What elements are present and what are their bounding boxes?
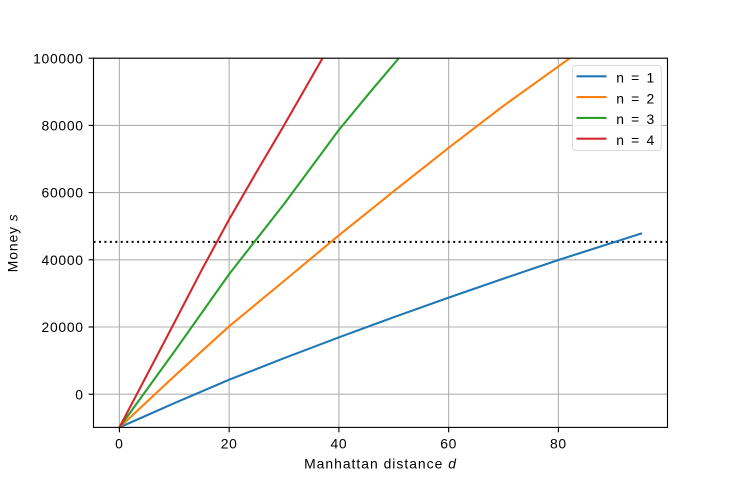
svg-text:n = 2: n = 2: [616, 90, 656, 106]
svg-text:n = 3: n = 3: [616, 111, 656, 127]
svg-text:80: 80: [550, 435, 567, 451]
svg-text:0: 0: [115, 435, 123, 451]
svg-text:20000: 20000: [42, 319, 84, 335]
svg-text:Manhattan distance d: Manhattan distance d: [304, 456, 457, 472]
svg-text:60000: 60000: [42, 185, 84, 201]
svg-text:0: 0: [75, 386, 83, 402]
svg-text:n = 1: n = 1: [616, 70, 656, 86]
svg-text:80000: 80000: [42, 118, 84, 134]
svg-text:100000: 100000: [33, 50, 84, 66]
svg-text:60: 60: [440, 435, 457, 451]
svg-text:40000: 40000: [42, 252, 84, 268]
svg-text:40: 40: [330, 435, 347, 451]
svg-text:Money s: Money s: [5, 213, 21, 272]
svg-text:20: 20: [221, 435, 238, 451]
svg-text:n = 4: n = 4: [616, 132, 656, 148]
